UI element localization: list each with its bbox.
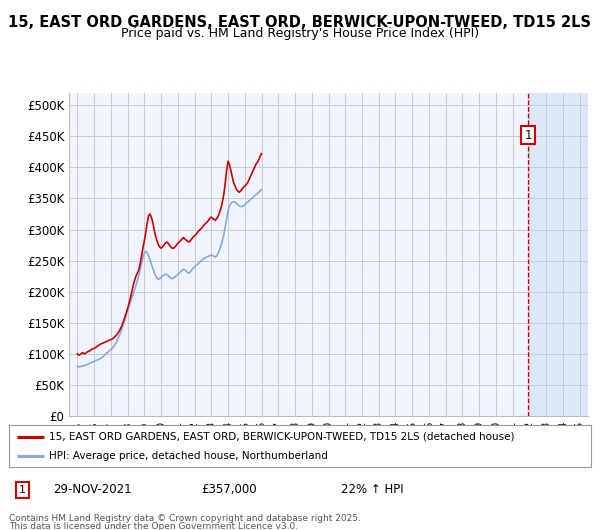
Bar [528,93,588,416]
Text: 22% ↑ HPI: 22% ↑ HPI [341,483,403,496]
Text: 29-NOV-2021: 29-NOV-2021 [53,483,131,496]
Text: Contains HM Land Registry data © Crown copyright and database right 2025.: Contains HM Land Registry data © Crown c… [9,514,361,523]
Text: 1: 1 [524,129,532,142]
Text: This data is licensed under the Open Government Licence v3.0.: This data is licensed under the Open Gov… [9,522,298,530]
Text: 15, EAST ORD GARDENS, EAST ORD, BERWICK-UPON-TWEED, TD15 2LS (detached house): 15, EAST ORD GARDENS, EAST ORD, BERWICK-… [49,431,514,441]
Text: 1: 1 [19,485,26,494]
Text: 15, EAST ORD GARDENS, EAST ORD, BERWICK-UPON-TWEED, TD15 2LS: 15, EAST ORD GARDENS, EAST ORD, BERWICK-… [8,15,592,30]
Text: £357,000: £357,000 [201,483,257,496]
Text: HPI: Average price, detached house, Northumberland: HPI: Average price, detached house, Nort… [49,451,328,461]
Text: Price paid vs. HM Land Registry's House Price Index (HPI): Price paid vs. HM Land Registry's House … [121,26,479,40]
